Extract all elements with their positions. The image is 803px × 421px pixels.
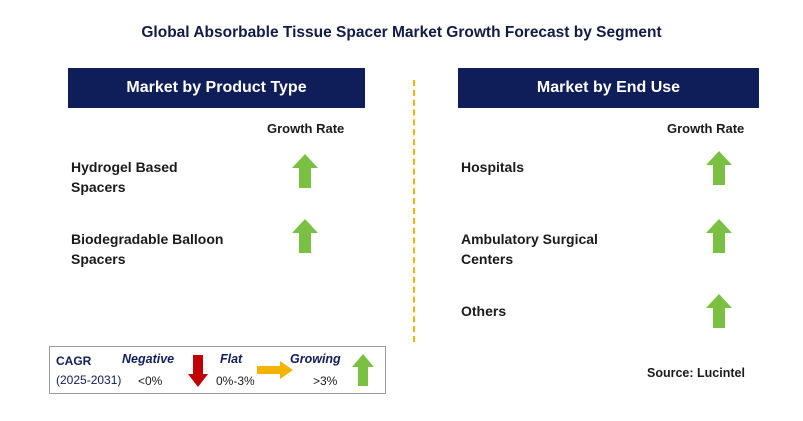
growing-arrow-icon: [292, 154, 318, 188]
growing-arrow-icon: [706, 151, 732, 185]
legend-growing-range: >3%: [313, 374, 338, 388]
legend-negative-range: <0%: [138, 374, 163, 388]
growing-arrow-icon: [352, 354, 374, 386]
panel-divider: [413, 80, 415, 342]
legend-growing-label: Growing: [290, 352, 341, 366]
product-type-header: Market by Product Type: [68, 68, 365, 108]
page-title: Global Absorbable Tissue Spacer Market G…: [141, 24, 662, 41]
cagr-legend: CAGR (2025-2031) Negative <0% Flat 0%-3%…: [49, 346, 386, 394]
segment-others-label: Others: [461, 303, 507, 319]
legend-period: (2025-2031): [56, 373, 122, 387]
source-note: Source: Lucintel: [647, 366, 745, 380]
end-use-header: Market by End Use: [458, 68, 759, 108]
growing-arrow-icon: [706, 294, 732, 328]
growth-rate-label-left: Growth Rate: [267, 121, 345, 136]
legend-flat-label: Flat: [220, 352, 243, 366]
segment-ambulatory-label: Ambulatory Surgical Centers: [461, 231, 598, 267]
legend-flat-range: 0%-3%: [216, 374, 255, 388]
segment-hospitals-label: Hospitals: [461, 159, 525, 175]
growing-arrow-icon: [292, 219, 318, 253]
growth-rate-label-right: Growth Rate: [667, 121, 745, 136]
legend-cagr-label: CAGR: [56, 354, 92, 368]
negative-arrow-icon: [188, 355, 208, 387]
segment-hydrogel-label: Hydrogel Based Spacers: [71, 159, 178, 195]
segment-balloon-label: Biodegradable Balloon Spacers: [71, 231, 224, 267]
growing-arrow-icon: [706, 219, 732, 253]
legend-negative-label: Negative: [122, 352, 175, 366]
flat-arrow-icon: [257, 361, 293, 379]
